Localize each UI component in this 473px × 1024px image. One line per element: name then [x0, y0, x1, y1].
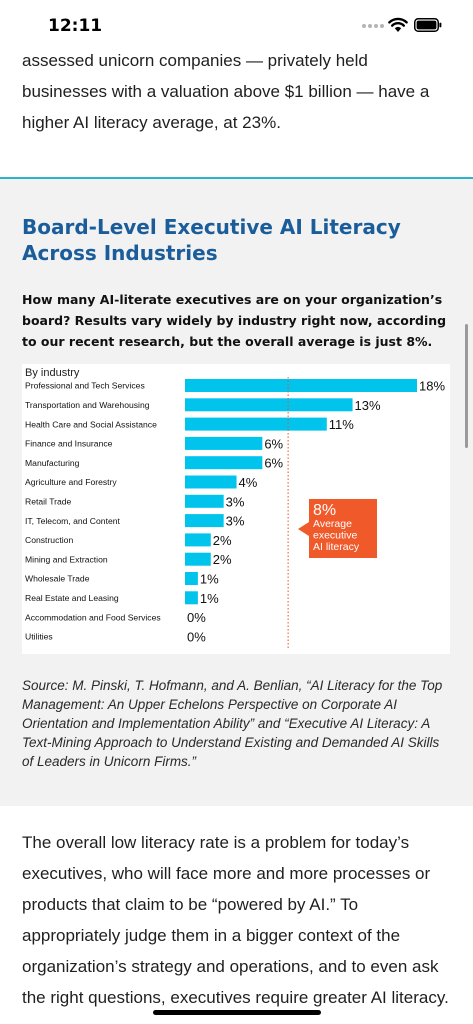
bar — [185, 475, 237, 489]
value-label: 6% — [264, 436, 283, 451]
article-intro-paragraph: assessed unicorn companies — privately h… — [22, 51, 430, 132]
wifi-icon — [388, 17, 408, 32]
chart-source-note: Source: M. Pinski, T. Hofmann, and A. Be… — [22, 678, 443, 769]
average-callout — [298, 499, 377, 558]
status-bar: 12:11 — [0, 0, 473, 50]
signal-dots-icon — [362, 24, 384, 30]
bar — [185, 533, 211, 547]
bar — [185, 398, 353, 412]
category-label: Mining and Extraction — [25, 554, 108, 564]
bar-chart: Professional and Tech Services 18% Transpo… — [25, 377, 445, 650]
bar — [185, 591, 198, 605]
article-outro-paragraph: The overall low literacy rate is a probl… — [22, 833, 449, 1007]
category-label: Health Care and Social Assistance — [25, 419, 157, 429]
average-value-label: 8% — [313, 502, 336, 519]
category-label: Accommodation and Food Services — [25, 612, 161, 622]
value-label: 1% — [200, 591, 219, 606]
bar — [185, 552, 211, 566]
value-label: 0% — [187, 629, 206, 644]
value-label: 3% — [226, 494, 245, 509]
value-label: 3% — [226, 514, 245, 529]
chart-panel-label: By industry — [25, 367, 80, 379]
chart-section: Board-Level Executive AI Literacy Across… — [0, 177, 473, 806]
average-caption-line: Average — [313, 518, 352, 530]
value-label: 13% — [355, 398, 381, 413]
bar — [185, 572, 198, 585]
value-label: 6% — [264, 456, 283, 471]
bar — [185, 379, 417, 392]
home-indicator[interactable] — [153, 1010, 321, 1015]
chart-title: Board-Level Executive AI Literacy Across… — [22, 215, 401, 265]
battery-icon — [414, 18, 442, 32]
value-label: 4% — [239, 475, 258, 490]
value-label: 11% — [329, 417, 354, 432]
category-label: Utilities — [25, 632, 53, 642]
value-label: 1% — [200, 572, 219, 587]
average-caption-line: executive — [313, 530, 358, 542]
average-caption-line: AI literacy — [313, 541, 360, 553]
category-label: Real Estate and Leasing — [25, 593, 119, 603]
bar — [185, 456, 263, 470]
category-label: Wholesale Trade — [25, 574, 90, 584]
bar — [185, 417, 327, 431]
category-label: Agriculture and Forestry — [25, 477, 117, 487]
value-label: 0% — [187, 610, 206, 625]
category-label: Manufacturing — [25, 458, 80, 468]
chart-subtitle: How many AI-literate executives are on y… — [22, 292, 447, 349]
value-label: 2% — [213, 533, 232, 548]
value-label: 2% — [213, 552, 232, 567]
category-label: Construction — [25, 535, 73, 545]
category-label: Retail Trade — [25, 497, 72, 507]
category-label: Transportation and Warehousing — [25, 400, 150, 410]
status-time: 12:11 — [48, 16, 103, 36]
bar — [185, 514, 224, 528]
category-label: Professional and Tech Services — [25, 381, 145, 391]
bar — [185, 436, 263, 450]
scroll-indicator[interactable] — [465, 324, 468, 448]
category-label: IT, Telecom, and Content — [25, 516, 121, 526]
category-label: Finance and Insurance — [25, 439, 113, 449]
bar — [185, 494, 224, 508]
value-label: 18% — [419, 379, 445, 394]
chart-panel: Professional and Tech Services 18% Transpo… — [22, 364, 450, 654]
